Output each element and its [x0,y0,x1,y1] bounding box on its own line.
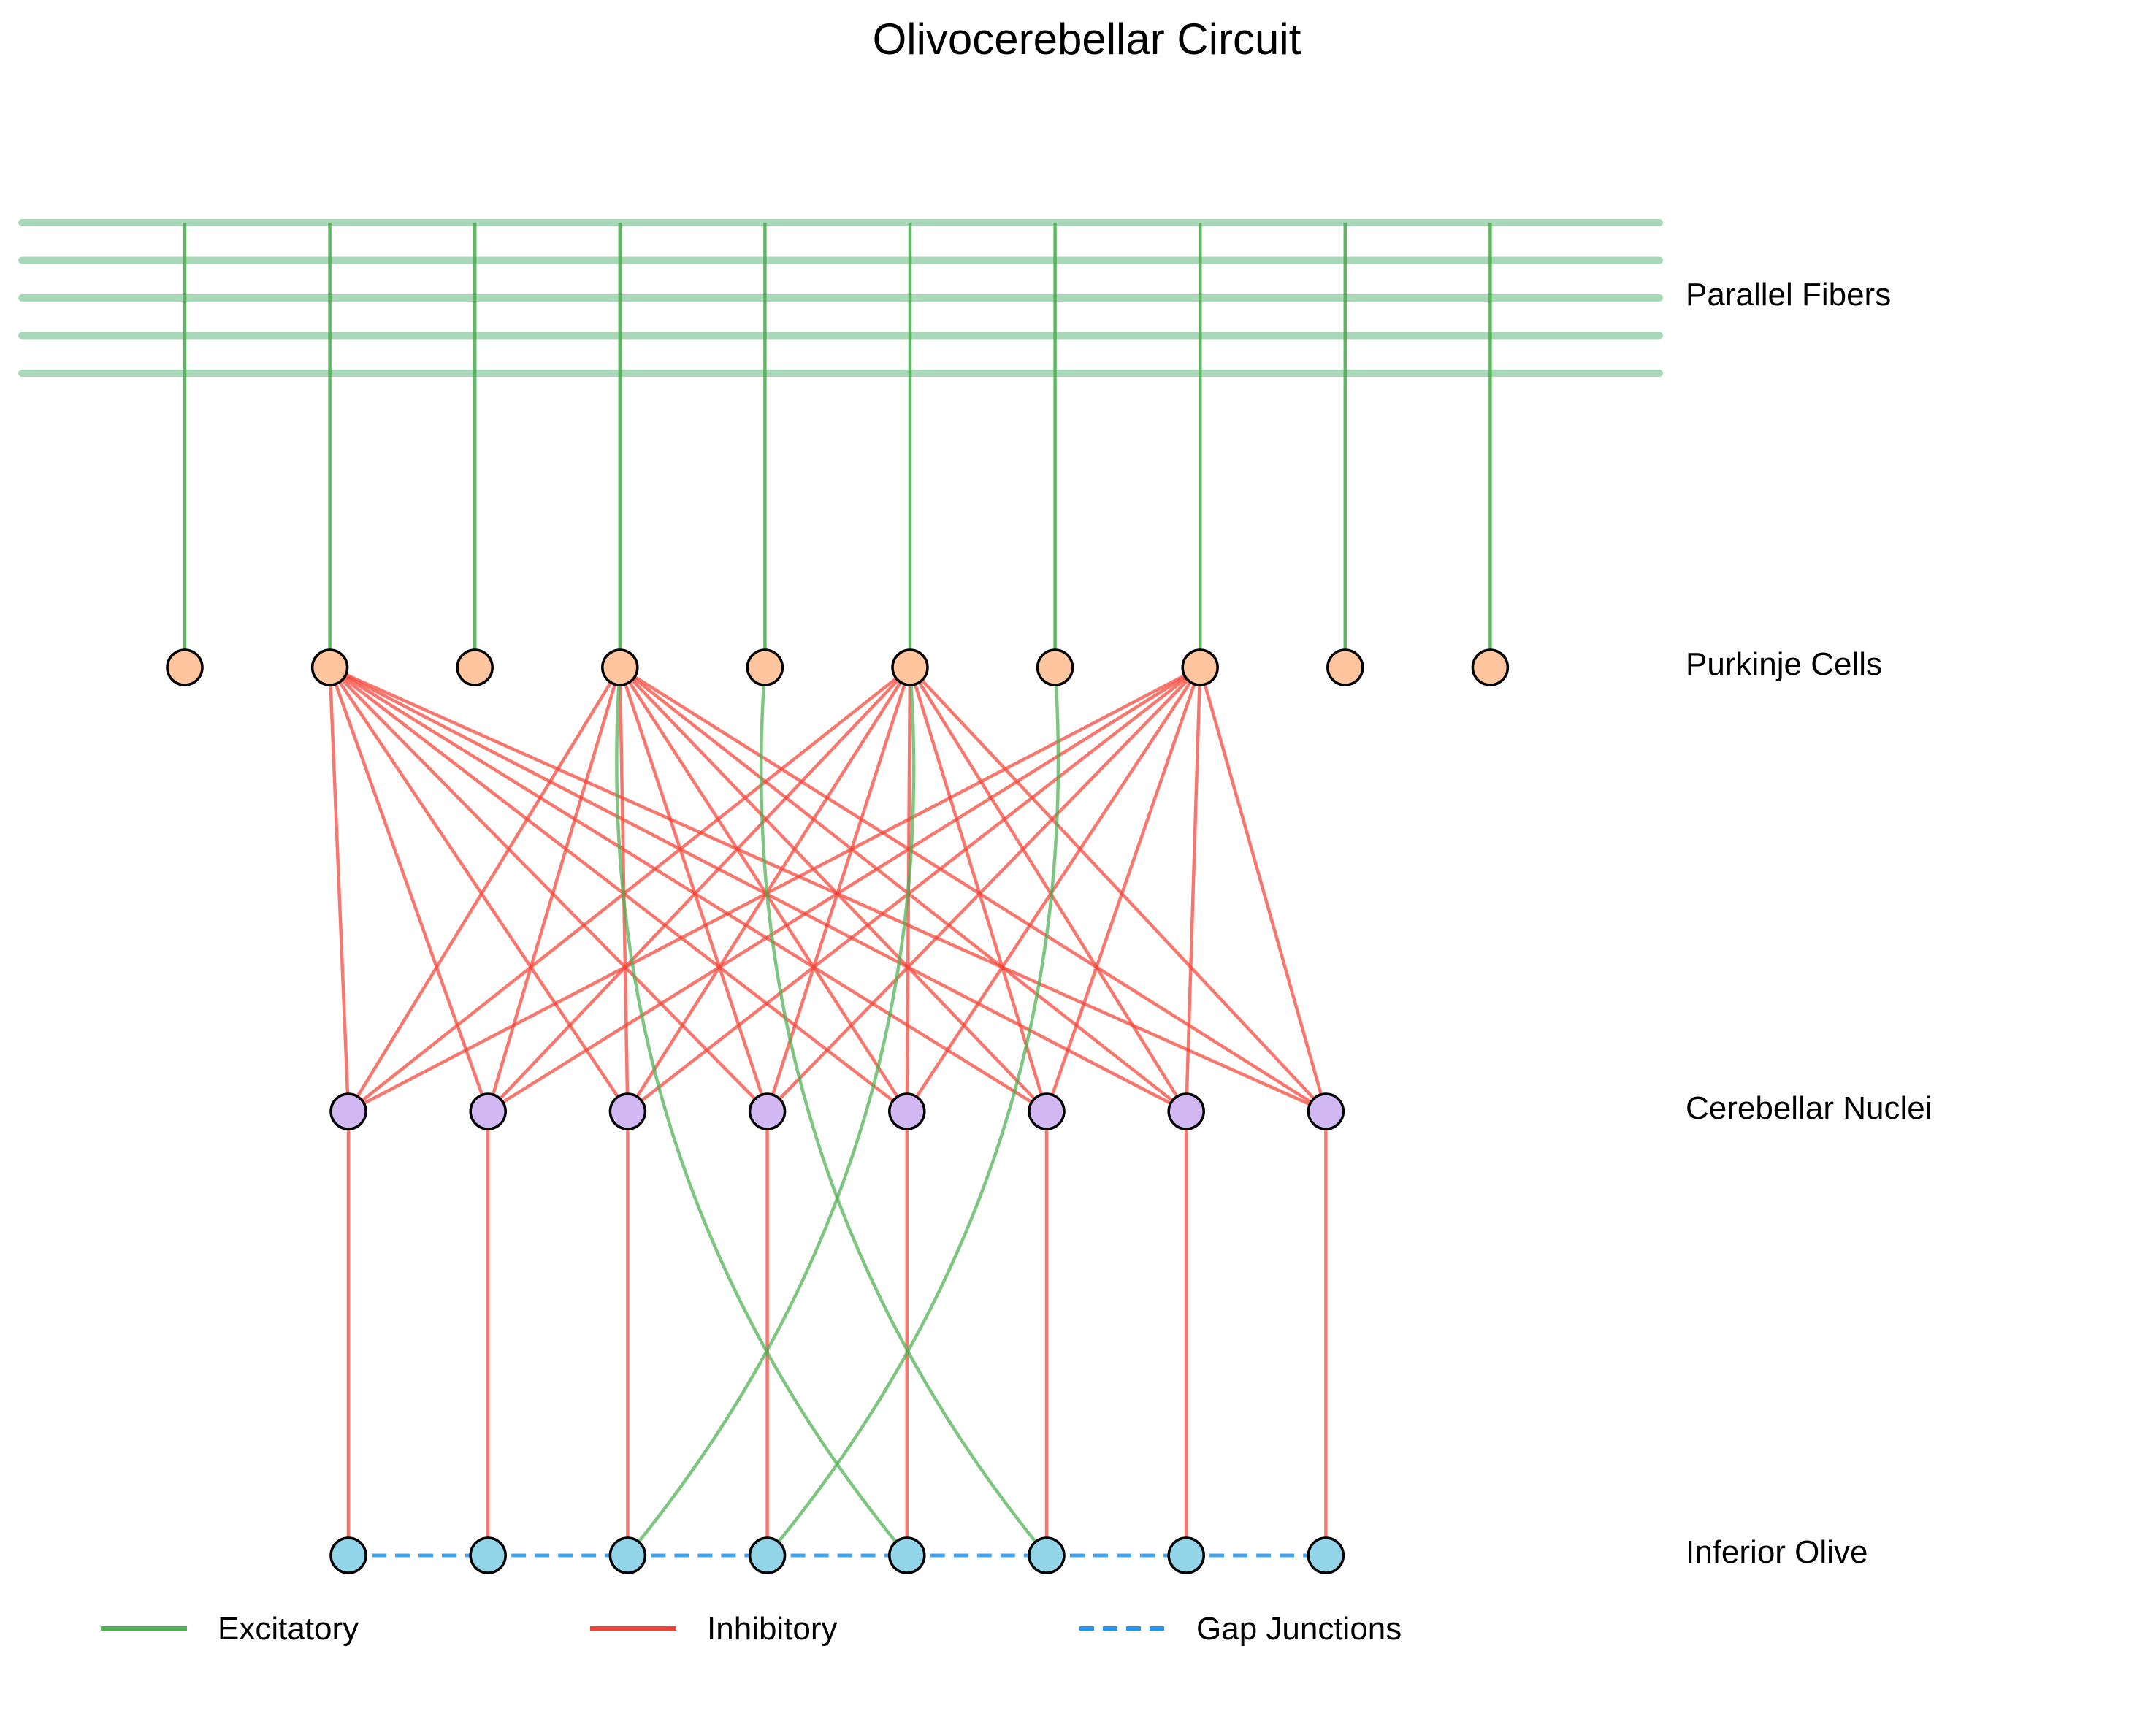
cerebellar-nucleus-cell [1167,1092,1205,1130]
purkinje-cell [1181,648,1219,686]
inferior-olive-cell [1167,1536,1205,1574]
neuron-nodes [166,648,1510,1574]
purkinje-cell [166,648,204,686]
purkinje-cell [1036,648,1074,686]
cerebellar-nucleus-cell [329,1092,367,1130]
label-cerebellar-nuclei: Cerebellar Nuclei [1686,1090,1932,1126]
label-inferior-olive: Inferior Olive [1686,1534,1868,1570]
purkinje-cell [746,648,784,686]
climbing-fiber-connections [615,667,1060,1557]
purkinje-cell [1326,648,1364,686]
inhibitory-connection [328,666,630,1113]
inhibitory-connection [619,666,1048,1113]
purkinje-cell [601,648,639,686]
inhibitory-connection [486,666,911,1113]
legend-label-inhibitory: Inhibitory [707,1611,838,1647]
inferior-olive-cell [608,1536,647,1574]
inhibitory-connection [618,667,769,1112]
climbing-fiber [765,667,1060,1557]
inferior-olive-cell [1028,1536,1066,1574]
inhibitory-connection [486,667,622,1112]
purkinje-cell [310,648,349,686]
inhibitory-connection [909,666,1188,1113]
inhibitory-connection [328,667,490,1112]
inhibitory-connection [329,666,909,1113]
cerebellar-nucleus-cell [748,1092,787,1130]
climbing-fiber [759,667,1048,1557]
inhibitory-connection [347,666,911,1113]
climbing-fiber [626,667,916,1557]
purkinje-cell [456,648,494,686]
inhibitory-connections [328,665,1328,1555]
parallel-fibers-layer [18,219,1663,667]
inhibitory-connection [909,666,1328,1113]
inhibitory-connection [487,666,1201,1113]
inhibitory-connection [329,666,1048,1113]
inhibitory-connection [329,666,1188,1113]
inhibitory-connection [1199,667,1328,1112]
inhibitory-connection [765,666,1201,1113]
cerebellar-nucleus-cell [888,1092,926,1130]
inhibitory-connection [328,667,351,1112]
inhibitory-connection [1044,667,1202,1112]
inhibitory-connection [618,666,909,1113]
inferior-olive-cell [748,1536,787,1574]
inferior-olive-cell [469,1536,507,1574]
inhibitory-connection [908,667,1049,1112]
inhibitory-connection [627,666,1201,1113]
cerebellar-nucleus-cell [1028,1092,1066,1130]
inferior-olive-cell [329,1536,367,1574]
climbing-fiber [615,667,909,1557]
inhibitory-connection [619,666,1188,1113]
inhibitory-connection [765,667,912,1112]
inferior-olive-cell [1307,1536,1345,1574]
cerebellar-nucleus-cell [1307,1092,1345,1130]
inhibitory-connection [329,665,1327,1114]
inhibitory-connection [347,666,622,1113]
cerebellar-nucleus-cell [469,1092,507,1130]
inferior-olive-cell [888,1536,926,1574]
legend: Excitatory Inhibitory Gap Junctions [101,1611,1402,1647]
cerebellar-nucleus-cell [608,1092,647,1130]
purkinje-cell [891,648,929,686]
inhibitory-connection [619,666,1327,1113]
legend-label-gap-junctions: Gap Junctions [1196,1611,1402,1647]
inhibitory-connection [328,666,769,1113]
inhibitory-connection [1184,667,1202,1112]
label-parallel-fibers: Parallel Fibers [1686,277,1891,313]
label-purkinje-cells: Purkinje Cells [1686,646,1882,682]
inhibitory-connection [626,666,911,1113]
legend-label-excitatory: Excitatory [218,1611,359,1647]
purkinje-cell [1471,648,1510,686]
diagram-title: Olivocerebellar Circuit [873,15,1301,64]
